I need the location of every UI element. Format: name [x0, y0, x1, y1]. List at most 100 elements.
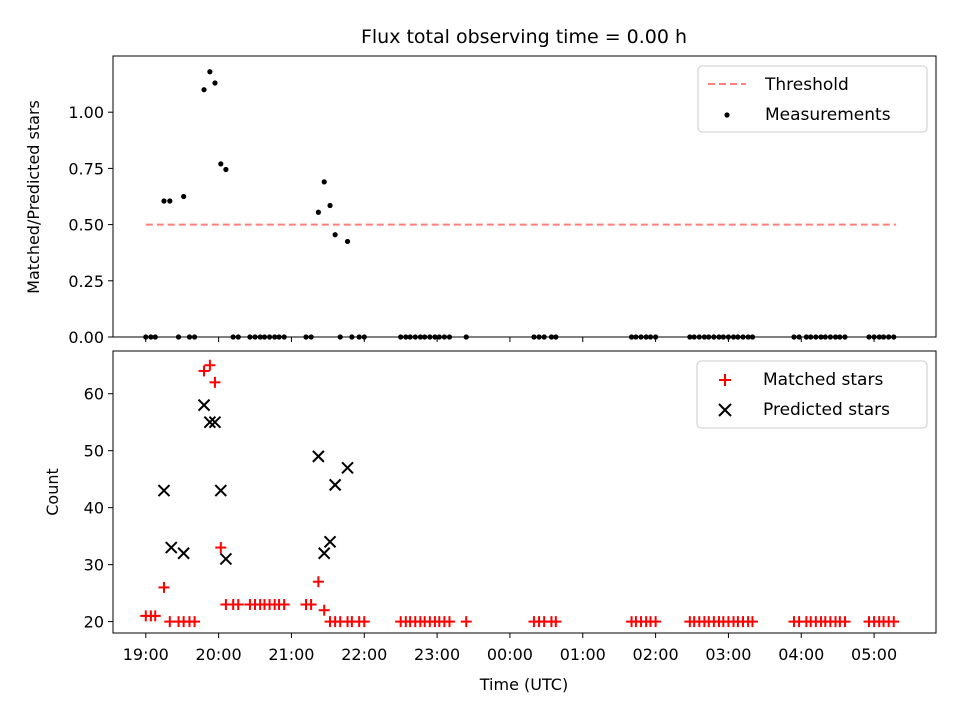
bottom-x-tick-label: 20:00: [196, 645, 242, 664]
legend-measurements-swatch: [724, 112, 730, 118]
matched-star-marker: [189, 616, 201, 628]
legend-matched-swatch: [719, 374, 731, 386]
matched-star-marker: [550, 616, 562, 628]
matched-star-marker: [358, 616, 370, 628]
matched-star-marker: [443, 616, 455, 628]
measurement-point: [212, 80, 218, 86]
bottom-legend: Matched stars Predicted stars: [696, 360, 928, 429]
top-legend: Threshold Measurements: [697, 65, 928, 133]
predicted-star-marker: [323, 535, 337, 549]
predicted-star-marker: [208, 416, 222, 429]
marker-stroke: [318, 547, 331, 560]
predicted-star-marker: [165, 541, 178, 554]
matched-star-marker: [888, 616, 900, 628]
marker-stroke: [203, 416, 217, 429]
top-axis-ticks: 0.00 0.25 0.50 0.75 1.00: [68, 103, 875, 347]
measurement-point: [167, 198, 173, 204]
legend-predicted-label: Predicted stars: [763, 400, 890, 420]
bottom-plot-frame: [112, 350, 937, 634]
measurement-point: [207, 69, 213, 75]
legend-threshold-label: Threshold: [764, 75, 849, 95]
predicted-star-marker: [214, 484, 227, 497]
matched-star-marker: [650, 616, 662, 628]
matched-star-marker: [149, 610, 161, 622]
legend-predicted-swatch: [718, 403, 732, 417]
marker-stroke: [219, 552, 233, 566]
matched-star-marker: [215, 542, 227, 554]
top-y-tick-label: 1.00: [68, 103, 104, 122]
matched-star-marker: [278, 599, 290, 611]
predicted-star-marker: [318, 547, 331, 560]
measurement-point: [315, 209, 321, 215]
bottom-x-tick-label: 22:00: [341, 645, 387, 664]
matched-star-marker: [318, 604, 330, 616]
bottom-y-tick-label: 20: [84, 613, 104, 632]
bottom-x-tick-label: 21:00: [268, 645, 314, 664]
matched-star-marker: [746, 616, 758, 628]
legend-matched-label: Matched stars: [763, 370, 883, 390]
predicted-star-marker: [312, 450, 325, 463]
measurement-point: [218, 161, 224, 167]
bottom-y-tick-label: 60: [84, 385, 104, 404]
measurement-point: [327, 202, 333, 209]
bottom-axis-ticks: 20 30 40 50 60 19:00 20:00 21:00 22:00 23:00 00:00…: [84, 385, 898, 664]
bottom-plot-marks: [140, 359, 900, 628]
top-y-axis-label: Matched/Predicted stars: [24, 100, 43, 294]
bottom-x-tick-label: 00:00: [487, 645, 533, 664]
measurement-point: [223, 166, 229, 173]
measurement-point: [161, 198, 167, 204]
top-y-tick-label: 0.25: [68, 272, 104, 291]
bottom-x-tick-label: 03:00: [705, 645, 751, 664]
marker-stroke: [165, 541, 178, 554]
matched-star-marker: [232, 599, 244, 611]
bottom-x-tick-label: 19:00: [123, 645, 169, 664]
marker-stroke: [341, 461, 354, 474]
marker-stroke: [323, 535, 337, 549]
bottom-x-tick-label: 05:00: [851, 645, 897, 664]
marker-stroke: [214, 484, 227, 497]
top-y-tick-label: 0.50: [68, 216, 104, 235]
matched-star-marker: [460, 616, 472, 628]
bottom-y-axis-label: Count: [43, 468, 62, 516]
marker-stroke: [208, 416, 222, 429]
marker-stroke: [197, 398, 211, 412]
predicted-star-marker: [177, 547, 190, 560]
bottom-x-axis-label: Time (UTC): [479, 675, 568, 694]
bottom-y-tick-label: 50: [84, 442, 104, 461]
top-plot-frame: [112, 55, 937, 338]
matched-star-marker: [839, 616, 851, 628]
bottom-x-tick-label: 23:00: [414, 645, 460, 664]
marker-stroke: [328, 478, 342, 492]
measurement-point: [332, 232, 338, 238]
bottom-x-tick-label: 04:00: [778, 645, 824, 664]
matched-star-marker: [198, 365, 210, 377]
bottom-x-tick-label: 01:00: [560, 645, 606, 664]
bottom-panel: 20 30 40 50 60 19:00 20:00 21:00 22:00 23:00 00:00…: [43, 350, 937, 694]
bottom-y-tick-label: 30: [84, 556, 104, 575]
bottom-y-tick-label: 40: [84, 499, 104, 518]
top-y-tick-label: 0.75: [68, 159, 104, 178]
marker-stroke: [312, 450, 325, 463]
measurement-point: [321, 179, 327, 185]
measurement-point: [201, 87, 207, 93]
marker-stroke: [157, 484, 171, 497]
bottom-legend-box: [696, 360, 928, 429]
top-panel: 0.00 0.25 0.50 0.75 1.00 Matched/Predicted s…: [24, 55, 937, 347]
predicted-star-marker: [203, 416, 217, 429]
bottom-x-tick-label: 02:00: [633, 645, 679, 664]
matched-star-marker: [312, 576, 324, 588]
predicted-star-marker: [197, 398, 211, 412]
matched-star-marker: [209, 376, 221, 388]
predicted-star-marker: [219, 552, 233, 566]
measurement-point: [181, 193, 187, 200]
predicted-star-marker: [328, 478, 342, 492]
predicted-star-marker: [341, 461, 354, 474]
top-y-tick-label: 0.00: [68, 328, 104, 347]
matched-star-marker: [204, 359, 216, 371]
measurement-point: [344, 238, 351, 245]
marker-stroke: [177, 547, 190, 560]
top-chart-title: Flux total observing time = 0.00 h: [361, 26, 687, 48]
top-legend-box: [697, 65, 928, 133]
legend-measurements-label: Measurements: [765, 105, 891, 125]
